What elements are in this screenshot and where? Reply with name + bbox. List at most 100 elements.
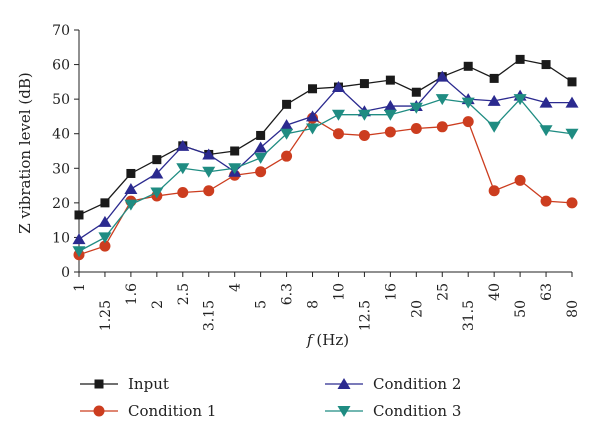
data-point bbox=[331, 81, 345, 93]
x-tick-label: 80 bbox=[565, 300, 581, 318]
series-layer bbox=[72, 54, 579, 261]
data-point bbox=[489, 73, 499, 83]
legend-item: Condition 3 bbox=[325, 402, 461, 420]
data-point bbox=[383, 100, 397, 112]
y-tick-label: 70 bbox=[52, 23, 70, 39]
legend-marker bbox=[93, 405, 105, 417]
series-line bbox=[78, 117, 573, 256]
series-1 bbox=[74, 54, 577, 220]
data-point bbox=[152, 155, 162, 165]
data-point bbox=[150, 187, 164, 199]
data-point bbox=[565, 128, 579, 140]
data-point bbox=[540, 195, 552, 207]
data-point bbox=[488, 185, 500, 197]
data-point bbox=[254, 152, 268, 164]
data-point bbox=[541, 60, 551, 70]
data-point bbox=[435, 70, 449, 82]
legend-label: Input bbox=[128, 375, 169, 393]
data-point bbox=[280, 119, 294, 131]
data-point bbox=[358, 129, 370, 141]
data-point bbox=[384, 126, 396, 138]
data-point bbox=[306, 123, 320, 135]
legend-item: Input bbox=[80, 375, 169, 393]
data-point bbox=[359, 79, 369, 89]
data-point bbox=[74, 210, 84, 220]
x-tick-label: 2.5 bbox=[176, 283, 192, 305]
data-point bbox=[410, 123, 422, 135]
data-point bbox=[72, 246, 86, 258]
x-tick-label: 1 bbox=[72, 283, 88, 292]
x-tick-label: 50 bbox=[513, 300, 529, 318]
series-3 bbox=[72, 70, 579, 245]
data-point bbox=[487, 121, 501, 133]
data-point bbox=[98, 215, 112, 227]
data-point bbox=[409, 102, 423, 114]
legend-label: Condition 2 bbox=[373, 375, 461, 393]
data-point bbox=[176, 139, 190, 151]
x-tick-label: 1.25 bbox=[98, 300, 114, 331]
data-point bbox=[72, 233, 86, 245]
legend-marker bbox=[337, 406, 351, 417]
data-point bbox=[435, 94, 449, 106]
y-tick-label: 10 bbox=[52, 230, 70, 246]
data-point bbox=[513, 94, 527, 106]
data-point bbox=[462, 116, 474, 128]
data-point bbox=[202, 148, 216, 160]
y-axis-title: Z vibration level (dB) bbox=[16, 72, 34, 233]
data-point bbox=[436, 121, 448, 133]
data-point bbox=[150, 167, 164, 179]
x-tick-label: 31.5 bbox=[461, 300, 477, 331]
x-tick-label: 16 bbox=[383, 283, 399, 301]
x-tick-label: 5 bbox=[254, 300, 270, 309]
data-point bbox=[331, 109, 345, 121]
data-point bbox=[281, 150, 293, 162]
data-point bbox=[203, 185, 215, 197]
data-point bbox=[100, 198, 110, 208]
legend-marker bbox=[94, 379, 104, 389]
x-tick-label: 25 bbox=[435, 283, 451, 301]
data-point bbox=[461, 97, 475, 109]
data-point bbox=[255, 166, 267, 178]
series-4 bbox=[72, 94, 579, 258]
legend-item: Condition 1 bbox=[80, 402, 216, 420]
data-point bbox=[99, 240, 111, 252]
x-tick-label: 6.3 bbox=[280, 283, 296, 305]
axes: 0 10 20 30 40 50 60 70 1 1.25 1.6 2 2.5 3.15 4 5 6.3 8 10 1… bbox=[52, 23, 581, 331]
data-point bbox=[515, 54, 525, 64]
data-point bbox=[487, 94, 501, 106]
data-point bbox=[463, 61, 473, 71]
data-point bbox=[385, 75, 395, 85]
data-point bbox=[256, 130, 266, 140]
data-point bbox=[308, 84, 318, 94]
data-point bbox=[202, 166, 216, 178]
x-tick-label: 4 bbox=[228, 283, 244, 292]
data-point bbox=[124, 199, 138, 211]
x-tick-label: 40 bbox=[487, 283, 503, 301]
legend-label: Condition 3 bbox=[373, 402, 461, 420]
x-tick-label: 63 bbox=[539, 283, 555, 301]
x-axis-unit: (Hz) bbox=[316, 331, 349, 349]
data-point bbox=[176, 163, 190, 175]
legend: Input Condition 1 Condition 2 Condition 3 bbox=[80, 375, 461, 420]
data-point bbox=[126, 168, 136, 178]
data-point bbox=[280, 128, 294, 140]
y-tick-label: 0 bbox=[61, 265, 70, 281]
data-point bbox=[539, 125, 553, 137]
data-point bbox=[306, 110, 320, 122]
y-tick-label: 40 bbox=[52, 127, 70, 143]
data-point bbox=[228, 163, 242, 175]
x-axis-symbol: f bbox=[306, 331, 315, 349]
legend-marker bbox=[337, 378, 351, 389]
data-point bbox=[282, 99, 292, 109]
x-tick-label: 20 bbox=[409, 300, 425, 318]
data-point bbox=[230, 146, 240, 156]
data-point bbox=[566, 197, 578, 209]
data-point bbox=[357, 109, 371, 121]
x-tick-label: 12.5 bbox=[357, 300, 373, 331]
legend-item: Condition 2 bbox=[325, 375, 461, 393]
y-tick-label: 30 bbox=[52, 161, 70, 177]
y-tick-label: 20 bbox=[52, 196, 70, 212]
y-tick-label: 60 bbox=[52, 58, 70, 74]
data-point bbox=[332, 128, 344, 140]
data-point bbox=[411, 87, 421, 97]
